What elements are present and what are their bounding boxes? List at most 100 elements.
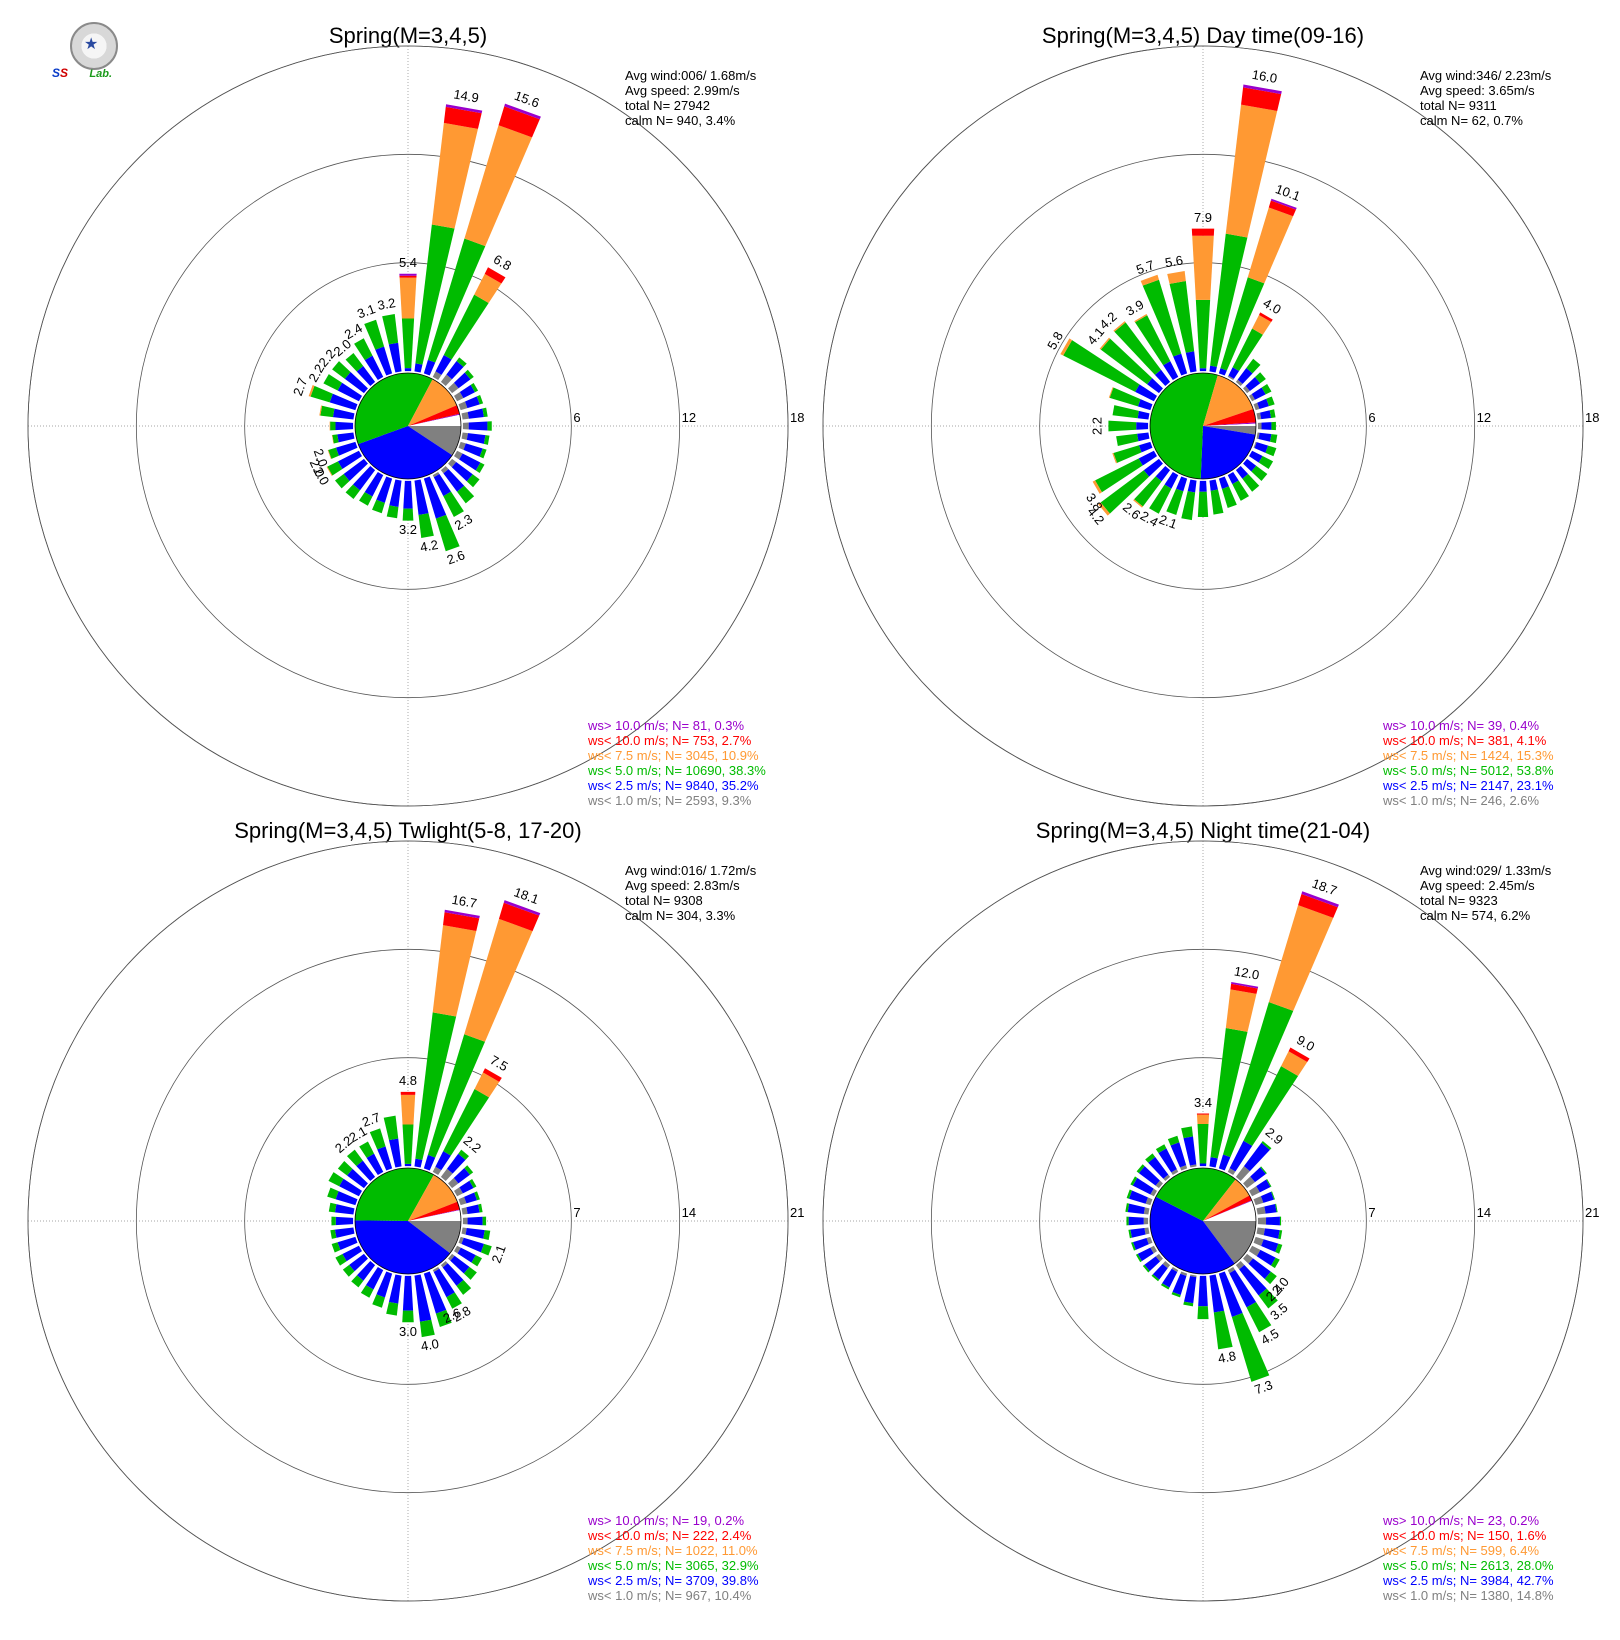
rose-bar-segment [414, 1158, 423, 1168]
rose-bar-segment [319, 405, 323, 416]
rose-bar-segment [1199, 1163, 1207, 1167]
wind-rose-panel-1: Spring(M=3,4,5)6 12 185.414.9 15.66.82.32.6… [27, 23, 804, 808]
rose-bar-segment [1279, 1216, 1282, 1226]
rose-bar-segment [1100, 470, 1150, 514]
rose-bar-segment [328, 447, 339, 459]
rose-bar-segment [453, 1187, 463, 1197]
rose-bar-segment [1108, 420, 1137, 432]
wind-rose-panel-3: Spring(M=3,4,5) Twlight(5-8, 17-20) 7 14 21… [27, 818, 804, 1603]
rose-bar-segment [330, 1229, 337, 1239]
rose-bar-segment [1227, 471, 1239, 485]
chart-title: Spring(M=3,4,5) [329, 23, 487, 48]
rose-bar-segment [335, 1191, 358, 1206]
rose-bar-segment [1250, 1167, 1266, 1183]
grid-ring [1039, 1057, 1367, 1385]
legend-entry: ws< 1.0 m/s; N= 1380, 14.8% [1382, 1588, 1554, 1603]
rose-bar-segment [443, 106, 482, 129]
rose-bar-segment [414, 363, 423, 373]
rose-bar-segment [1126, 1189, 1132, 1199]
rose-bar-segment [1179, 1165, 1188, 1171]
rose-bar-segment [1176, 476, 1188, 492]
ring-label: 14 [682, 1205, 696, 1220]
rose-bar-segment [484, 267, 506, 284]
rose-bar-segment [343, 458, 368, 482]
rose-bar-segment [327, 461, 343, 476]
rose-bar-segment [308, 385, 315, 397]
center-pie-outline [1149, 1167, 1257, 1275]
rose-bar-segment [323, 374, 343, 391]
rose-bar-segment [1230, 983, 1258, 994]
rose-bar-segment [1150, 1245, 1158, 1254]
legend-entry: ws> 10.0 m/s; N= 23, 0.2% [1382, 1513, 1540, 1528]
rose-bar-segment [1243, 84, 1282, 95]
rose-bar-segment [1137, 399, 1153, 411]
rose-bar-segment [1235, 1166, 1250, 1181]
grid-ring [27, 840, 789, 1602]
rose-bar-segment [482, 407, 488, 418]
center-pie-slice [408, 379, 457, 426]
rose-bar-segment [1225, 989, 1257, 1032]
rose-bar-segment [1155, 1253, 1163, 1262]
rose-bar-segment [466, 474, 480, 488]
rose-bar-segment [334, 1204, 355, 1215]
rose-bar-segment [462, 1217, 468, 1225]
rose-bar-segment [310, 385, 333, 403]
center-pie-slice [1203, 423, 1256, 426]
rose-bar-segment [1095, 458, 1143, 493]
rose-bar-segment [1100, 338, 1153, 385]
rose-bar-segment [364, 471, 384, 497]
bar-value-label: 4.8 [399, 1073, 417, 1088]
legend-entry: ws< 10.0 m/s; N= 753, 2.7% [587, 733, 752, 748]
rose-bar-segment [404, 368, 412, 372]
rose-bar-segment [453, 450, 463, 460]
rose-bar-segment [1256, 1179, 1271, 1193]
stats-line: Avg speed: 2.45m/s [1420, 878, 1535, 893]
rose-bar-segment [1171, 1266, 1179, 1273]
rose-bar-segment [375, 346, 393, 376]
rose-bar-segment [1260, 1166, 1267, 1175]
rose-bar-segment [334, 1227, 355, 1238]
rose-bar-segment [1143, 1217, 1149, 1225]
rose-bar-segment [1180, 1271, 1188, 1277]
rose-bar-segment [440, 466, 449, 474]
rose-bar-segment [1114, 322, 1162, 375]
rose-bar-segment [1210, 233, 1248, 367]
rose-bar-segment [1256, 1206, 1266, 1215]
rose-bar-segment [1227, 375, 1234, 381]
rose-bar-segment [1163, 361, 1179, 381]
rose-bar-segment [1197, 491, 1209, 517]
rose-bar-segment [461, 1237, 485, 1253]
bar-value-label: 3.4 [1194, 1095, 1212, 1110]
stats-line: total N= 27942 [625, 98, 710, 113]
center-pie-slice [358, 426, 453, 479]
rose-bar-segment [335, 441, 358, 456]
rose-bar-segment [376, 1271, 393, 1298]
rose-bar-segment [1134, 314, 1148, 323]
rose-bar-segment [1232, 328, 1263, 371]
rose-bar-segment [327, 450, 332, 460]
rose-bar-segment [471, 1255, 482, 1267]
legend-entry: ws< 1.0 m/s; N= 246, 2.6% [1382, 793, 1540, 808]
legend-entry: ws< 10.0 m/s; N= 150, 1.6% [1382, 1528, 1547, 1543]
bar-value-label: 7.5 [487, 1052, 510, 1074]
rose-bar-segment [461, 1207, 468, 1215]
bar-value-label: 5.6 [1164, 252, 1184, 270]
rose-bar-segment [448, 1253, 455, 1261]
stats-line: calm N= 940, 3.4% [625, 113, 736, 128]
rose-bar-segment [1269, 409, 1276, 418]
center-pie-slice [408, 414, 461, 426]
center-pie-slice [1150, 373, 1218, 479]
rose-bar-segment [465, 1227, 485, 1239]
center-pie-slice [1155, 1168, 1236, 1221]
rose-bar-segment [1235, 379, 1243, 386]
rose-bar-segment [1243, 1176, 1256, 1189]
rose-bar-segment [1239, 1265, 1267, 1296]
rose-bar-segment [332, 408, 355, 420]
rose-bar-segment [328, 1172, 344, 1187]
rose-bar-segment [356, 1160, 376, 1181]
rose-bar-segment [345, 484, 360, 500]
rose-bar-segment [431, 122, 478, 229]
rose-bar-segment [382, 314, 399, 345]
rose-bar-segment [327, 1187, 339, 1200]
center-pie-slice [1203, 1200, 1256, 1221]
